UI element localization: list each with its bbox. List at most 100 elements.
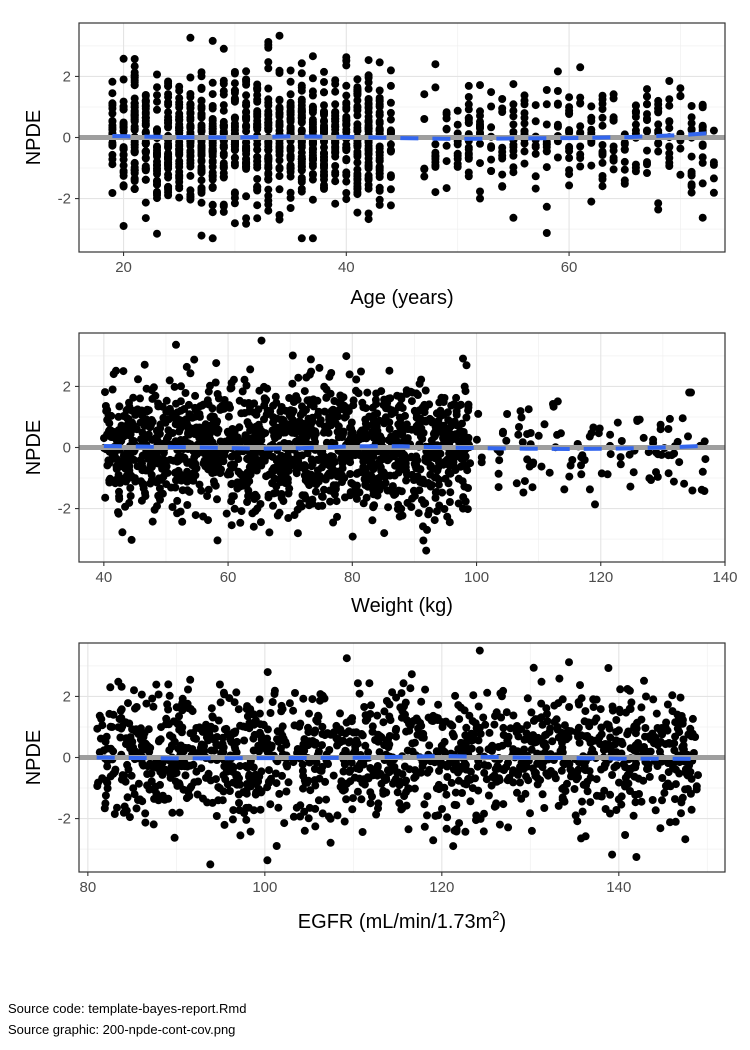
data-point <box>420 164 429 173</box>
data-point <box>154 399 163 408</box>
data-point <box>339 767 348 776</box>
data-point <box>528 460 537 469</box>
data-point <box>361 415 370 424</box>
data-point <box>681 768 690 777</box>
data-point <box>311 781 320 790</box>
data-point <box>591 500 599 509</box>
data-point <box>386 147 395 156</box>
data-point <box>108 77 117 86</box>
data-point <box>615 778 623 787</box>
data-point <box>290 721 299 730</box>
data-point <box>466 797 475 806</box>
data-point <box>141 198 150 207</box>
data-point <box>157 723 166 732</box>
data-point <box>156 780 164 789</box>
data-point <box>367 701 375 710</box>
data-point <box>355 689 364 698</box>
data-point <box>318 492 327 501</box>
data-point <box>352 375 361 384</box>
data-point <box>612 716 621 724</box>
data-point <box>119 75 128 84</box>
data-point <box>617 792 626 801</box>
data-point <box>188 461 197 470</box>
data-point <box>172 340 180 349</box>
data-point <box>709 126 718 135</box>
data-point <box>318 741 326 750</box>
data-point <box>359 403 368 412</box>
data-point <box>359 463 368 472</box>
data-point <box>153 177 161 186</box>
data-point <box>509 711 518 720</box>
data-point <box>375 86 384 95</box>
data-point <box>656 747 664 756</box>
data-point <box>106 683 115 692</box>
data-point <box>332 721 341 730</box>
data-point <box>297 173 306 182</box>
data-point <box>641 724 650 732</box>
data-point <box>219 771 228 780</box>
data-point <box>181 771 190 780</box>
data-point <box>150 762 159 771</box>
data-point <box>129 393 138 402</box>
data-point <box>648 796 657 804</box>
data-point <box>597 723 606 732</box>
data-point <box>387 436 396 445</box>
data-point <box>397 394 406 403</box>
data-point <box>654 139 663 148</box>
data-point <box>153 105 161 114</box>
data-point <box>218 733 227 742</box>
data-point <box>415 486 424 495</box>
data-point <box>308 175 317 184</box>
data-point <box>631 107 640 116</box>
data-point <box>337 728 346 737</box>
data-point <box>425 400 434 409</box>
data-point <box>219 90 228 99</box>
data-point <box>431 188 440 197</box>
data-point <box>368 765 377 774</box>
data-point <box>204 430 213 438</box>
data-point <box>476 729 485 738</box>
data-point <box>320 183 328 192</box>
data-point <box>329 771 338 780</box>
data-point <box>458 789 466 797</box>
data-point <box>331 100 340 109</box>
data-point <box>434 780 443 789</box>
data-point <box>445 758 454 767</box>
data-point <box>546 724 555 733</box>
data-point <box>523 694 532 703</box>
data-point <box>175 94 184 103</box>
data-point <box>228 815 237 824</box>
data-point <box>309 402 318 411</box>
data-point <box>106 474 115 483</box>
data-point <box>426 470 435 479</box>
data-point <box>311 726 320 735</box>
data-point <box>327 369 336 377</box>
data-point <box>171 483 180 492</box>
data-point <box>635 415 644 424</box>
data-point <box>369 422 378 431</box>
data-point <box>226 403 234 412</box>
data-point <box>173 496 182 505</box>
data-point <box>339 736 348 745</box>
data-point <box>565 127 574 136</box>
data-point <box>219 202 228 211</box>
data-point <box>453 140 462 149</box>
data-point <box>456 427 465 435</box>
data-point <box>338 478 346 486</box>
data-point <box>113 803 121 812</box>
data-point <box>162 407 171 416</box>
data-point <box>499 723 508 732</box>
data-point <box>640 676 648 685</box>
data-point <box>242 214 251 223</box>
data-point <box>401 698 410 707</box>
data-point <box>631 112 640 121</box>
data-point <box>185 487 194 496</box>
data-point <box>395 799 404 808</box>
data-point <box>645 474 654 483</box>
data-point <box>577 470 586 479</box>
data-point <box>154 690 163 699</box>
data-point <box>109 433 118 442</box>
data-point <box>637 703 646 712</box>
data-point <box>208 207 217 216</box>
loess-smooth-line <box>112 130 715 142</box>
